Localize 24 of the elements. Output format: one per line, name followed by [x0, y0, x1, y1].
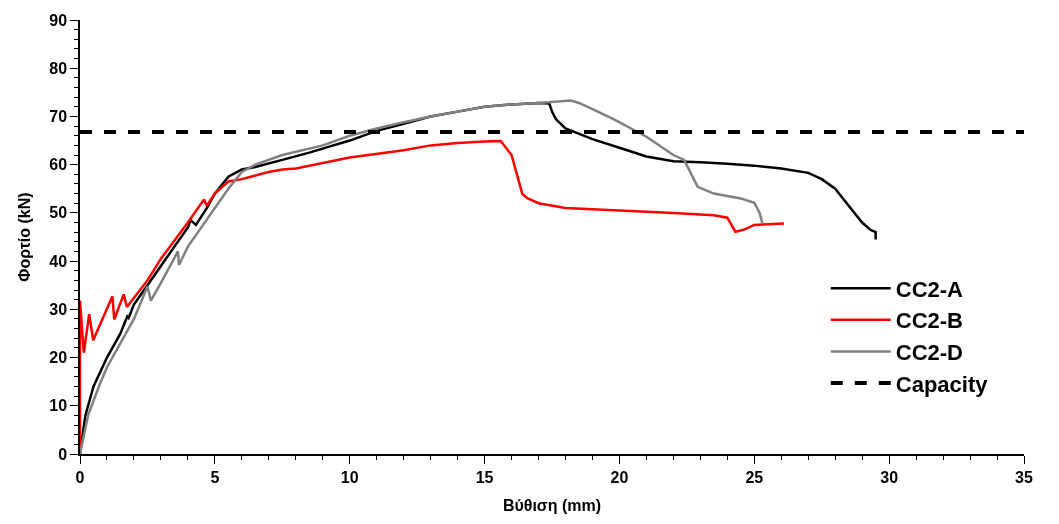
- y-tick-label: 90: [49, 11, 68, 29]
- y-tick-label: 50: [49, 204, 68, 222]
- y-tick-label: 40: [49, 252, 68, 270]
- y-tick-label: 70: [49, 108, 68, 126]
- legend-label: CC2-B: [895, 308, 963, 334]
- y-tick-label: 60: [49, 156, 68, 174]
- x-tick-label: 10: [340, 468, 359, 486]
- legend-label: Capacity: [895, 371, 989, 397]
- x-axis-title: Βύθιση (mm): [502, 497, 602, 515]
- y-tick-label: 80: [49, 59, 68, 77]
- y-axis-title: Φορτίο (kN): [15, 192, 33, 282]
- y-tick-label: 20: [49, 349, 68, 367]
- y-tick-label: 30: [49, 300, 68, 318]
- x-tick-label: 35: [1015, 468, 1033, 486]
- x-tick-label: 20: [610, 468, 629, 486]
- legend-label: CC2-A: [895, 276, 964, 302]
- legend-label: CC2-D: [895, 339, 963, 365]
- x-tick-label: 5: [210, 468, 220, 486]
- x-tick-label: 15: [475, 468, 494, 486]
- x-tick-label: 0: [75, 468, 85, 486]
- x-tick-label: 30: [880, 468, 899, 486]
- y-tick-label: 10: [49, 397, 68, 415]
- y-tick-label: 0: [58, 445, 68, 463]
- x-tick-label: 25: [745, 468, 764, 486]
